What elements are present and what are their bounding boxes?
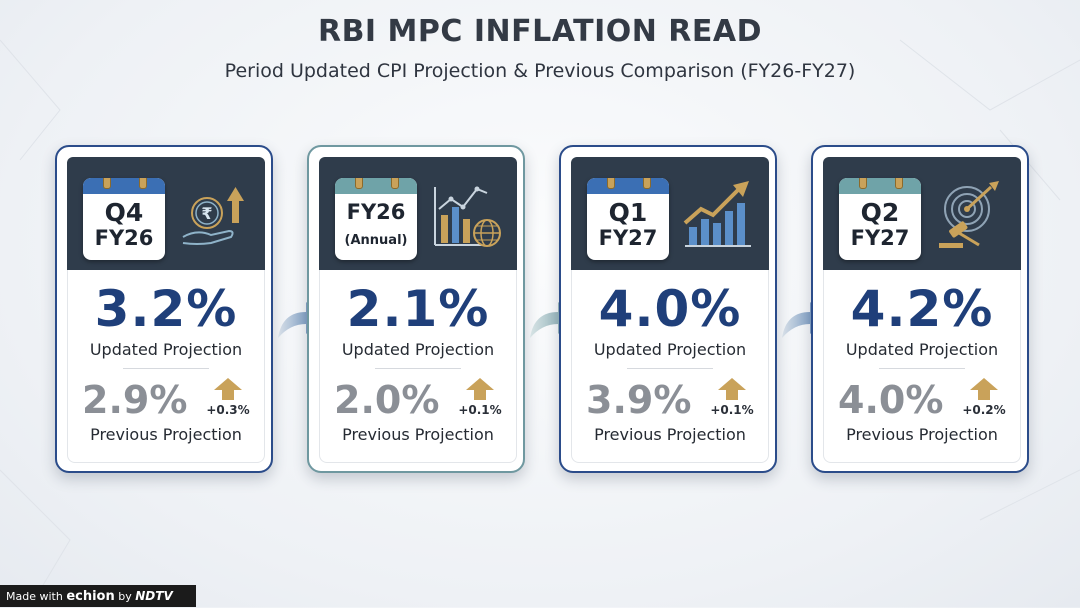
- projection-card-fy26-annual: FY26 (Annual) 2.1% Updated Projection 2.…: [307, 145, 525, 473]
- projection-card-q1-fy27: Q1 FY27 4.0% Updated Projection 3.9% +0.…: [559, 145, 777, 473]
- card-body: 3.2% Updated Projection 2.9% +0.3% Previ…: [67, 270, 265, 463]
- card-header: Q4 FY26 ₹: [67, 157, 265, 270]
- ndtv-logo: NDTV: [135, 589, 173, 603]
- previous-projection-value: 3.9%: [586, 378, 692, 422]
- change-badge: +0.1%: [458, 403, 502, 417]
- up-arrow-icon: [718, 378, 746, 400]
- card-header: FY26 (Annual): [319, 157, 517, 270]
- updated-projection-label: Updated Projection: [845, 340, 999, 359]
- calendar-icon: Q2 FY27: [839, 178, 921, 260]
- footer-prefix: Made with: [6, 590, 63, 603]
- period-label: Q4: [104, 198, 144, 227]
- up-arrow-icon: [466, 378, 494, 400]
- projection-card-q2-fy27: Q2 FY27 4.2% Updated Projection 4.0% +0.…: [811, 145, 1029, 473]
- divider: [627, 368, 713, 369]
- updated-projection-value: 4.0%: [598, 280, 742, 338]
- previous-projection-value: 2.9%: [82, 378, 188, 422]
- made-with-footer: Made with echion by NDTV: [0, 585, 196, 607]
- divider: [879, 368, 965, 369]
- updated-projection-value: 2.1%: [346, 280, 490, 338]
- period-label: Q2: [860, 198, 900, 227]
- calendar-icon: FY26 (Annual): [335, 178, 417, 260]
- previous-projection-label: Previous Projection: [846, 425, 998, 444]
- rising-bar-chart-icon: [683, 181, 751, 247]
- updated-projection-value: 4.2%: [850, 280, 994, 338]
- card-header: Q1 FY27: [571, 157, 769, 270]
- projection-card-q4-fy26: Q4 FY26 ₹ 3.2% Updated Projection 2.9% +…: [55, 145, 273, 473]
- previous-projection-value: 4.0%: [838, 378, 944, 422]
- period-year: (Annual): [344, 233, 408, 248]
- bar-chart-globe-icon: [434, 186, 501, 247]
- card-body: 2.1% Updated Projection 2.0% +0.1% Previ…: [319, 270, 517, 463]
- page-subtitle: Period Updated CPI Projection & Previous…: [224, 60, 856, 82]
- change-badge: +0.3%: [206, 403, 250, 417]
- svg-text:₹: ₹: [201, 204, 212, 223]
- up-arrow-icon: [214, 378, 242, 400]
- previous-projection-label: Previous Projection: [90, 425, 242, 444]
- previous-projection-label: Previous Projection: [342, 425, 494, 444]
- rupee-hand-growth-icon: ₹: [182, 187, 244, 245]
- period-year: FY27: [598, 226, 658, 250]
- period-label: Q1: [608, 198, 648, 227]
- updated-projection-label: Updated Projection: [89, 340, 243, 359]
- updated-projection-value: 3.2%: [94, 280, 238, 338]
- period-year: FY26: [94, 226, 154, 250]
- period-year: FY27: [850, 226, 910, 250]
- calendar-icon: Q1 FY27: [587, 178, 669, 260]
- previous-projection-label: Previous Projection: [594, 425, 746, 444]
- up-arrow-icon: [970, 378, 998, 400]
- footer-by: by: [118, 590, 132, 603]
- change-badge: +0.2%: [962, 403, 1006, 417]
- updated-projection-label: Updated Projection: [341, 340, 495, 359]
- page-title: RBI MPC INFLATION READ: [317, 14, 763, 49]
- card-header: Q2 FY27: [823, 157, 1021, 270]
- change-badge: +0.1%: [710, 403, 754, 417]
- previous-projection-value: 2.0%: [334, 378, 440, 422]
- target-gavel-icon: [939, 181, 999, 248]
- updated-projection-label: Updated Projection: [593, 340, 747, 359]
- divider: [375, 368, 461, 369]
- calendar-icon: Q4 FY26: [83, 178, 165, 260]
- card-body: 4.0% Updated Projection 3.9% +0.1% Previ…: [571, 270, 769, 463]
- period-label: FY26: [346, 200, 406, 224]
- card-body: 4.2% Updated Projection 4.0% +0.2% Previ…: [823, 270, 1021, 463]
- divider: [123, 368, 209, 369]
- echion-logo: echion: [66, 589, 115, 604]
